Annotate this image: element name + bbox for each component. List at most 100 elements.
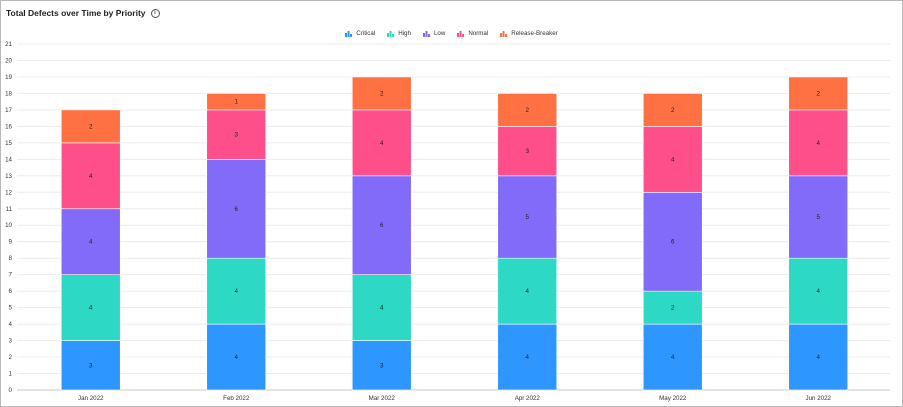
bar-segment (642, 290, 703, 325)
bar-segment (206, 109, 267, 160)
legend-label: Critical (356, 30, 376, 37)
chart-title: Total Defects over Time by Priority (6, 8, 146, 18)
bar-segment (60, 109, 121, 144)
chart-legend: Critical High Low Normal Release-Breaker (0, 30, 903, 37)
legend-label: Release-Breaker (511, 30, 558, 37)
bar-value-label: 2 (380, 90, 384, 97)
legend-item[interactable]: Normal (457, 30, 488, 37)
bar-value-label: 3 (89, 362, 93, 369)
bar-segment (497, 257, 558, 325)
bar-segment (206, 93, 267, 111)
bar-segment (351, 175, 412, 275)
bar-value-label: 4 (235, 354, 239, 361)
x-tick-label: Jun 2022 (806, 395, 832, 402)
bar-value-label: 4 (671, 156, 675, 163)
bar-value-label: 4 (380, 140, 384, 147)
bar-segment (60, 208, 121, 275)
y-tick-label: 14 (5, 156, 12, 163)
bar-value-label: 5 (526, 214, 530, 221)
bar-value-label: 4 (526, 288, 530, 295)
bar-segment (206, 323, 267, 391)
bar-segment (206, 257, 267, 325)
bar-value-label: 6 (671, 239, 675, 246)
bar-segment (497, 175, 558, 259)
bar-segment (788, 109, 849, 177)
bar-segment (788, 257, 849, 325)
info-circle-icon[interactable]: i (150, 8, 160, 18)
x-tick-label: Mar 2022 (369, 395, 396, 402)
x-tick-label: Jan 2022 (78, 395, 104, 402)
bar-value-label: 4 (817, 288, 821, 295)
bar-segment (642, 126, 703, 193)
bar-value-label: 4 (89, 173, 93, 180)
bar-value-label: 4 (817, 354, 821, 361)
bar-segment (788, 323, 849, 391)
bar-chart-icon (457, 30, 465, 37)
legend-label: Low (433, 30, 446, 37)
bar-chart-icon (422, 30, 430, 37)
bar-value-label: 2 (671, 305, 675, 312)
bar-value-label: 4 (235, 288, 239, 295)
y-tick-label: 17 (5, 107, 12, 114)
y-tick-label: 21 (5, 41, 12, 48)
x-tick-label: Apr 2022 (515, 395, 541, 402)
bar-value-label: 4 (671, 354, 675, 361)
y-tick-label: 6 (9, 288, 13, 295)
bar-segment (788, 76, 849, 111)
legend-item[interactable]: Low (422, 30, 446, 37)
x-tick-label: Feb 2022 (223, 395, 250, 402)
legend-item[interactable]: High (387, 30, 411, 37)
bar-value-label: 6 (380, 222, 384, 229)
y-tick-label: 9 (9, 239, 13, 246)
y-tick-label: 0 (9, 387, 13, 394)
bar-chart-icon (500, 30, 508, 37)
legend-label: High (398, 30, 411, 37)
bar-value-label: 2 (671, 107, 675, 114)
y-tick-label: 2 (9, 354, 13, 361)
y-tick-label: 8 (9, 255, 13, 262)
y-tick-label: 15 (5, 140, 12, 147)
y-tick-label: 1 (9, 371, 13, 378)
legend-item[interactable]: Critical (345, 30, 375, 37)
y-tick-label: 16 (5, 123, 12, 130)
bar-value-label: 2 (817, 90, 821, 97)
bar-segment (788, 175, 849, 259)
bar-segment (351, 340, 412, 391)
bar-chart-icon (345, 30, 353, 37)
y-tick-label: 4 (9, 321, 13, 328)
y-tick-label: 13 (5, 173, 12, 180)
bar-segment (60, 274, 121, 341)
bar-segment (642, 93, 703, 127)
y-tick-label: 11 (6, 206, 13, 213)
y-tick-label: 7 (9, 272, 13, 279)
x-tick-label: May 2022 (659, 395, 687, 402)
bar-value-label: 1 (235, 99, 239, 106)
bar-segment (642, 191, 703, 292)
bar-segment (497, 323, 558, 391)
bar-value-label: 6 (235, 206, 239, 213)
y-tick-label: 19 (5, 74, 12, 81)
bar-value-label: 3 (380, 362, 384, 369)
y-tick-label: 3 (9, 338, 13, 345)
bar-value-label: 3 (526, 148, 530, 155)
bar-segment (497, 126, 558, 177)
y-tick-label: 20 (5, 57, 12, 64)
y-tick-label: 12 (5, 189, 12, 196)
y-tick-label: 18 (5, 90, 12, 97)
bar-segment (351, 274, 412, 341)
legend-item[interactable]: Release-Breaker (500, 30, 558, 37)
bar-value-label: 4 (380, 305, 384, 312)
bar-segment (351, 76, 412, 111)
bar-value-label: 2 (89, 123, 93, 130)
bar-segment (497, 93, 558, 127)
bar-value-label: 4 (89, 239, 93, 246)
bar-chart-icon (387, 30, 395, 37)
bar-value-label: 5 (817, 214, 821, 221)
bar-segment (642, 323, 703, 391)
bar-value-label: 3 (235, 132, 239, 139)
y-tick-label: 5 (9, 305, 13, 312)
chart-header: Total Defects over Time by Priority i (6, 6, 160, 20)
bar-segment (351, 109, 412, 177)
